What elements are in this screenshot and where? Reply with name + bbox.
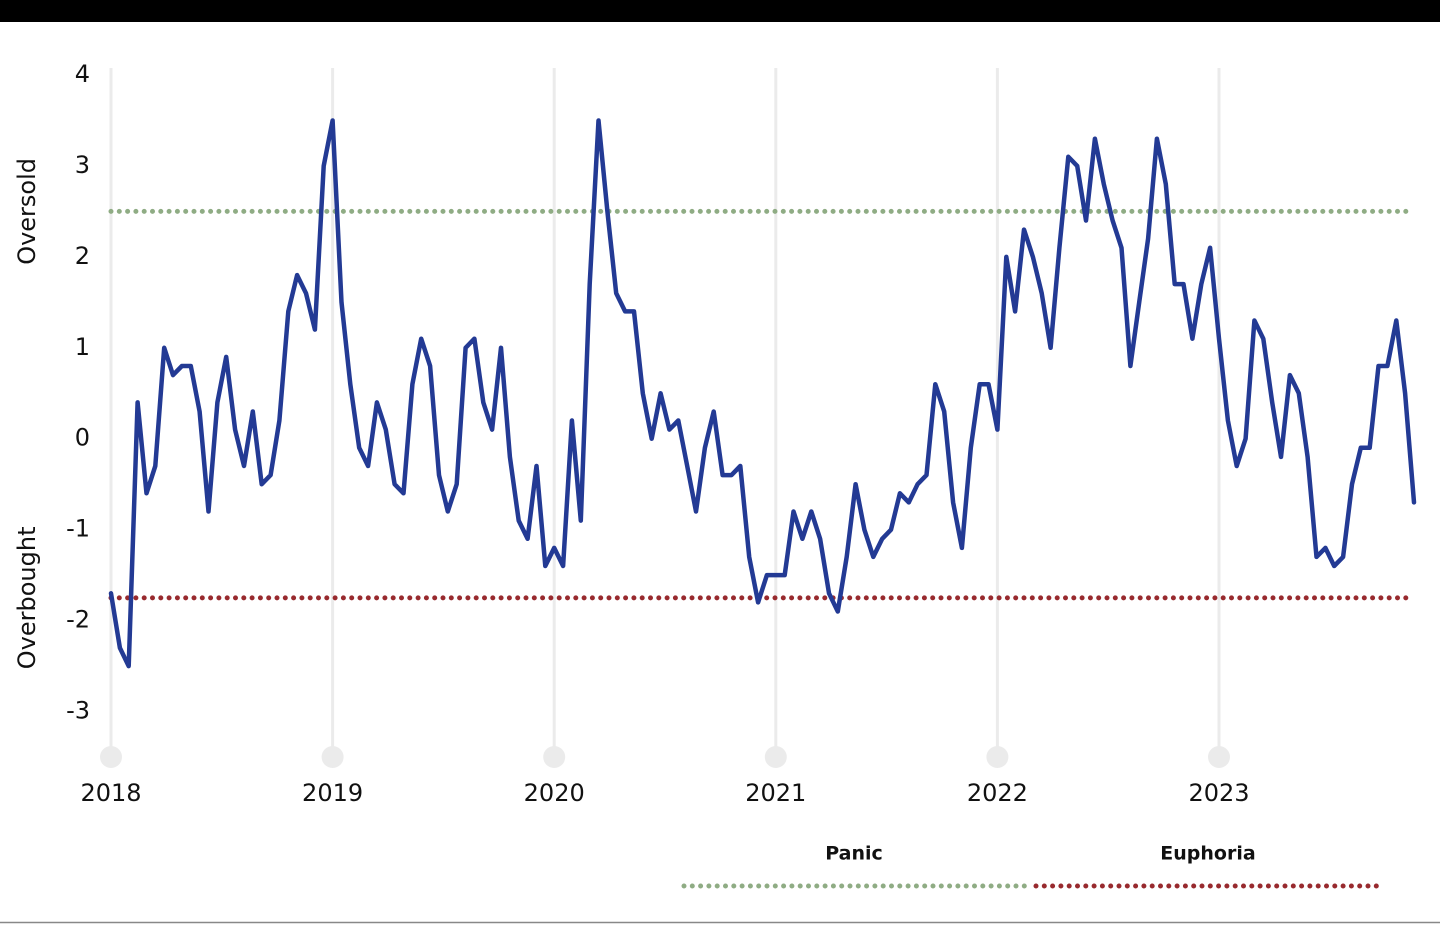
tick-dot	[986, 746, 1009, 768]
top-bar	[0, 0, 1440, 22]
tick-dot	[1207, 746, 1230, 768]
tick-dot	[543, 746, 566, 768]
y-tick-label: -1	[66, 515, 90, 543]
x-tick-label: 2021	[745, 779, 806, 807]
tick-dot	[764, 746, 787, 768]
y-tick-label: 4	[75, 60, 90, 88]
y-tick-label: 1	[75, 333, 90, 361]
y-axis-annotation: Oversold	[13, 158, 41, 265]
legend-label: Panic	[825, 843, 883, 865]
x-tick-label: 2022	[967, 779, 1028, 807]
y-tick-label: -3	[66, 697, 90, 725]
y-tick-label: 0	[75, 424, 90, 452]
tick-dot	[100, 746, 122, 768]
y-axis-annotation: Overbought	[13, 527, 41, 670]
x-tick-label: 2023	[1188, 779, 1249, 807]
y-tick-label: -2	[66, 606, 90, 634]
y-tick-label: 3	[75, 151, 90, 179]
tick-dot	[321, 746, 344, 768]
y-tick-label: 2	[75, 242, 90, 270]
grid	[100, 68, 1411, 768]
plot-area	[108, 118, 1417, 669]
data-line	[108, 118, 1417, 669]
x-tick-label: 2019	[302, 779, 363, 807]
legend-label: Euphoria	[1160, 843, 1255, 865]
x-tick-label: 2018	[80, 779, 141, 807]
x-tick-label: 2020	[524, 779, 585, 807]
